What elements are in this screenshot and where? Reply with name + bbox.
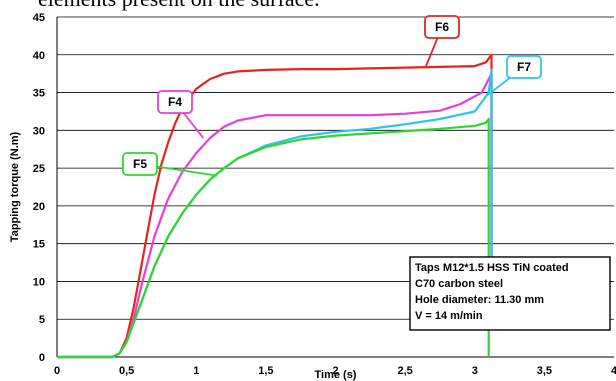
info-box-line: C70 carbon steel — [415, 278, 503, 290]
info-box-line: V = 14 m/min — [415, 310, 483, 322]
series-line-f5 — [57, 117, 490, 359]
info-box-line: Hole diameter: 11.30 mm — [415, 294, 544, 306]
callout-label-f4: F4 — [168, 95, 182, 109]
y-tick-label: 10 — [33, 276, 45, 288]
callout-box-f5 — [122, 152, 158, 176]
callout-box-f4 — [157, 90, 193, 114]
series-layer — [57, 53, 493, 359]
x-tick-label: 1 — [193, 365, 199, 377]
x-tick-label: 1,5 — [258, 365, 273, 377]
callout-label-f6: F6 — [435, 20, 449, 34]
x-axis-label: Time (s) — [315, 369, 357, 381]
y-tick-label: 0 — [39, 352, 45, 364]
x-tick-label: 3,5 — [537, 365, 552, 377]
callout-box-f6 — [424, 15, 460, 39]
series-line-f6 — [57, 53, 493, 359]
info-box: Taps M12*1.5 HSS TiN coated C70 carbon st… — [409, 256, 611, 331]
y-tick-label: 40 — [33, 50, 45, 62]
y-tick-label: 5 — [39, 314, 45, 326]
callout-label-f5: F5 — [133, 157, 147, 171]
x-tick-label: 0 — [54, 365, 60, 377]
y-axis-label: Tapping torque (N.m) — [9, 131, 21, 242]
page-caption: elements present on the surface. — [38, 0, 320, 12]
y-tick-label: 25 — [33, 163, 45, 175]
callout-label-f7: F7 — [517, 60, 531, 74]
info-box-line: Taps M12*1.5 HSS TiN coated — [415, 262, 569, 274]
x-tick-label: 2 — [332, 365, 338, 377]
callout-box-f7 — [506, 55, 542, 79]
y-tick-label: 20 — [33, 201, 45, 213]
y-tick-label: 35 — [33, 88, 45, 100]
x-tick-label: 2,5 — [397, 365, 412, 377]
y-tick-label: 30 — [33, 125, 45, 137]
plot-area-frame — [56, 17, 614, 358]
info-box-frame — [409, 256, 611, 331]
tick-labels: 0 5 10 15 20 25 30 35 40 45 0 0,5 1 1,5 2 2,5 3 3,5 4 — [33, 12, 616, 377]
callouts: F6 F4 F7 F5 — [122, 15, 542, 177]
x-tick-label: 4 — [611, 365, 616, 377]
y-tick-label: 15 — [33, 239, 45, 251]
x-tick-label: 3 — [472, 365, 478, 377]
y-tick-label: 45 — [33, 12, 45, 24]
x-tick-label: 0,5 — [119, 365, 134, 377]
